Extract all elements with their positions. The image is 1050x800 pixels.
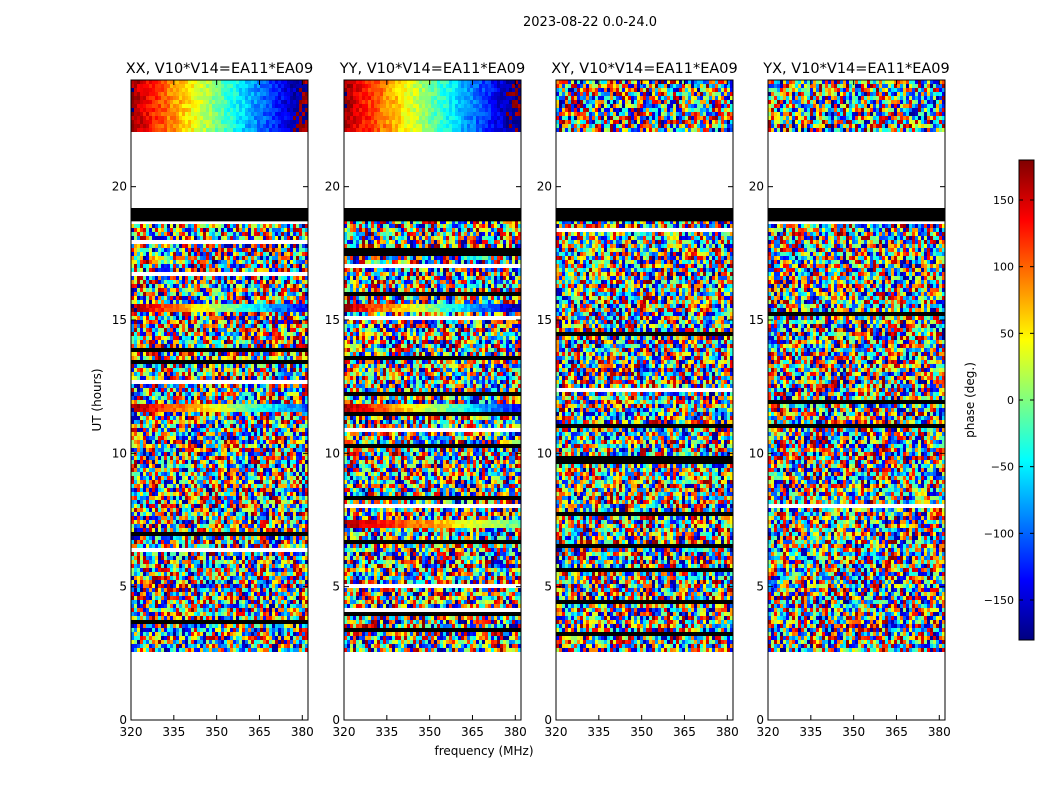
flagged-block	[131, 208, 308, 222]
y-tick-label: 10	[749, 446, 764, 460]
y-tick-label: 5	[544, 580, 552, 594]
x-tick-label: 335	[587, 725, 610, 739]
panel: XX, V10*V14=EA11*EA09 320 335 350 365 380 0 5 10…	[112, 61, 314, 739]
colorbar-tick-label: −100	[984, 527, 1014, 540]
figure-suptitle: 2023-08-22 0.0-24.0	[523, 15, 657, 30]
panel: XY, V10*V14=EA11*EA09 320 335 350 365 380 0 5 10…	[537, 61, 739, 739]
y-tick-label: 10	[112, 446, 127, 460]
y-tick-label: 15	[749, 313, 764, 327]
panel-title: YY, V10*V14=EA11*EA09	[339, 61, 525, 77]
y-tick-label: 20	[325, 180, 340, 194]
panel-group: XX, V10*V14=EA11*EA09 320 335 350 365 380 0 5 10…	[112, 61, 951, 739]
x-axis-label: frequency (MHz)	[434, 744, 533, 758]
x-tick-label: 365	[461, 725, 484, 739]
y-tick-label: 5	[119, 580, 127, 594]
panel-frame	[130, 79, 309, 721]
colorbar-tick-label: 50	[1000, 327, 1014, 340]
colorbar-tick-label: 150	[993, 194, 1014, 207]
x-tick-label: 365	[673, 725, 696, 739]
y-axis-label: UT (hours)	[90, 368, 104, 431]
colorbar-tick-label: −50	[991, 461, 1014, 474]
panel-title: XY, V10*V14=EA11*EA09	[551, 61, 737, 77]
colorbar: −150 −100 −50 0 50 100 150	[984, 159, 1035, 641]
x-tick-label: 335	[799, 725, 822, 739]
y-tick-label: 10	[537, 446, 552, 460]
x-tick-label: 320	[757, 725, 780, 739]
y-tick-label: 20	[537, 180, 552, 194]
x-tick-label: 380	[928, 725, 951, 739]
y-tick-label: 0	[119, 713, 127, 727]
y-tick-label: 10	[325, 446, 340, 460]
x-tick-label: 350	[418, 725, 441, 739]
y-tick-label: 5	[332, 580, 340, 594]
x-tick-label: 335	[162, 725, 185, 739]
y-tick-label: 0	[544, 713, 552, 727]
y-tick-label: 15	[537, 313, 552, 327]
flagged-block	[768, 208, 945, 222]
flagged-block	[344, 208, 521, 222]
panel-frame	[767, 79, 946, 721]
x-tick-label: 320	[120, 725, 143, 739]
panel: YY, V10*V14=EA11*EA09 320 335 350 365 380 0 5 10…	[325, 61, 527, 739]
colorbar-tick-label: −150	[984, 594, 1014, 607]
panel: YX, V10*V14=EA11*EA09 320 335 350 365 380 0 5 10…	[749, 61, 951, 739]
x-tick-label: 365	[885, 725, 908, 739]
x-tick-label: 350	[205, 725, 228, 739]
x-tick-label: 335	[375, 725, 398, 739]
phase-raster	[131, 80, 308, 720]
flagged-block	[556, 208, 733, 222]
x-tick-label: 320	[333, 725, 356, 739]
x-tick-label: 380	[504, 725, 527, 739]
panel-frame	[343, 79, 522, 721]
y-tick-label: 15	[112, 313, 127, 327]
x-tick-label: 365	[248, 725, 271, 739]
colorbar-tick-label: 0	[1007, 394, 1014, 407]
y-tick-label: 0	[756, 713, 764, 727]
colorbar-label: phase (deg.)	[963, 362, 977, 438]
x-tick-label: 320	[545, 725, 568, 739]
x-tick-label: 350	[630, 725, 653, 739]
x-tick-label: 350	[842, 725, 865, 739]
y-tick-label: 20	[749, 180, 764, 194]
y-tick-label: 20	[112, 180, 127, 194]
x-tick-label: 380	[291, 725, 314, 739]
phase-raster	[768, 80, 945, 720]
phase-raster	[344, 80, 521, 720]
y-tick-label: 15	[325, 313, 340, 327]
y-tick-label: 5	[756, 580, 764, 594]
panel-title: YX, V10*V14=EA11*EA09	[762, 61, 949, 77]
panel-frame	[555, 79, 734, 721]
x-tick-label: 380	[716, 725, 739, 739]
panel-title: XX, V10*V14=EA11*EA09	[126, 61, 314, 77]
phase-raster	[556, 80, 733, 720]
y-tick-label: 0	[332, 713, 340, 727]
colorbar-tick-label: 100	[993, 261, 1014, 274]
